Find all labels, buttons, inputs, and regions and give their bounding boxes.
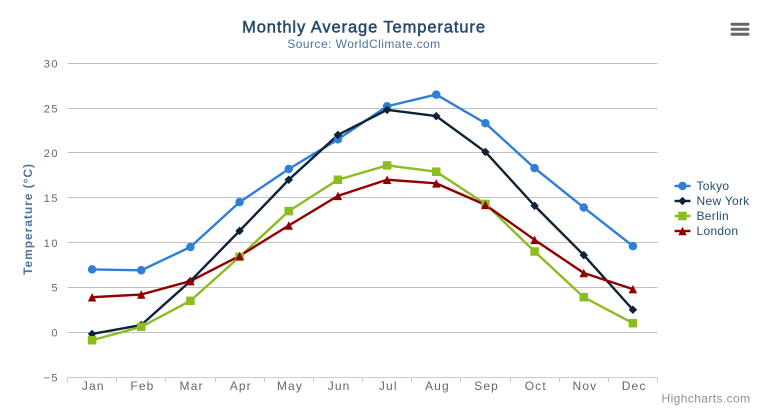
svg-text:Feb: Feb [130,379,154,393]
svg-text:Nov: Nov [573,379,598,393]
svg-text:Jul: Jul [379,379,398,393]
svg-text:20: 20 [44,148,59,160]
svg-text:−5: −5 [43,372,59,384]
svg-text:25: 25 [44,103,59,115]
svg-text:Source: WorldClimate.com: Source: WorldClimate.com [287,37,440,51]
svg-text:Highcharts.com: Highcharts.com [662,392,751,406]
svg-text:Apr: Apr [230,379,252,393]
svg-text:Aug: Aug [425,379,450,393]
svg-text:10: 10 [44,238,59,250]
svg-text:Berlin: Berlin [697,209,729,223]
svg-text:New York: New York [697,194,751,208]
svg-text:0: 0 [51,327,59,339]
svg-text:Sep: Sep [474,379,499,393]
svg-text:Jan: Jan [82,379,105,393]
svg-text:5: 5 [51,283,59,295]
svg-text:May: May [277,379,303,393]
svg-text:15: 15 [44,193,59,205]
svg-text:Dec: Dec [622,379,647,393]
svg-text:London: London [697,224,739,238]
svg-text:Temperature (°C): Temperature (°C) [21,163,35,275]
svg-text:Oct: Oct [525,379,547,393]
svg-text:Jun: Jun [328,379,351,393]
svg-text:Tokyo: Tokyo [697,179,730,193]
svg-text:Monthly Average Temperature: Monthly Average Temperature [242,19,486,37]
svg-text:Mar: Mar [180,379,204,393]
svg-text:30: 30 [44,59,59,71]
